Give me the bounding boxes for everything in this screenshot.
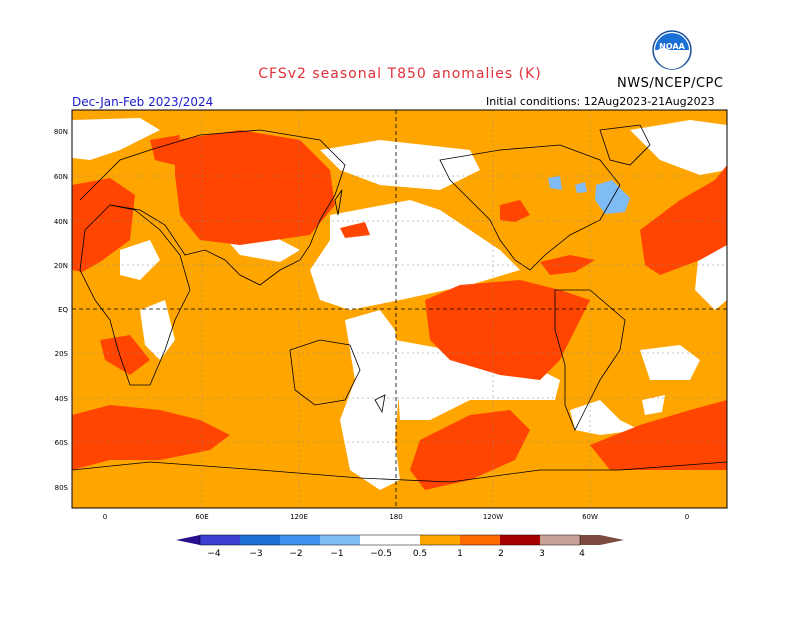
colorbar-tick-label: −1 — [330, 549, 343, 559]
lat-label: EQ — [58, 306, 68, 314]
agency-label: NWS/NCEP/CPC — [617, 76, 724, 91]
lon-label: 120W — [483, 513, 503, 521]
warm-anomaly-regions — [72, 130, 727, 490]
lon-label: 180 — [389, 513, 402, 521]
colorbar-swatch — [240, 535, 280, 545]
lon-label: 60W — [582, 513, 598, 521]
colorbar-low-arrow — [176, 535, 200, 545]
lon-label: 0 — [685, 513, 689, 521]
graticule — [72, 110, 727, 508]
logo-text: NOAA — [659, 42, 685, 51]
lat-label: 80N — [54, 128, 68, 136]
season-label: Dec-Jan-Feb 2023/2024 — [72, 95, 214, 109]
lat-label: 60N — [54, 173, 68, 181]
colorbar-swatch — [200, 535, 240, 545]
colorbar-swatch — [540, 535, 580, 545]
lat-label: 80S — [55, 484, 69, 492]
lat-label: 60S — [55, 439, 69, 447]
colorbar-tick-label: 4 — [579, 549, 585, 559]
colorbar-tick-label: 0.5 — [413, 549, 427, 559]
colorbar: −4 −3 −2 −1 −0.5 0.5 1 2 3 4 — [176, 534, 624, 559]
noaa-logo: NOAA — [652, 30, 692, 70]
latitude-labels: 80N 60N 40N 20N EQ 20S 40S 60S 80S — [54, 128, 69, 492]
colorbar-swatch — [500, 535, 540, 545]
colorbar-swatch — [360, 535, 420, 545]
chart-title: CFSv2 seasonal T850 anomalies (K) — [258, 66, 542, 82]
cool-anomaly-regions — [548, 176, 630, 214]
lat-label: 40S — [55, 395, 69, 403]
longitude-labels: 0 60E 120E 180 120W 60W 0 — [103, 513, 689, 521]
coastlines — [72, 124, 727, 483]
lon-label: 60E — [195, 513, 208, 521]
colorbar-tick-label: 2 — [498, 549, 504, 559]
colorbar-high-arrow — [580, 535, 624, 545]
colorbar-swatch — [280, 535, 320, 545]
colorbar-swatch — [460, 535, 500, 545]
colorbar-tick-label: −2 — [289, 549, 302, 559]
near-normal-regions — [72, 118, 727, 490]
lat-label: 20S — [55, 350, 69, 358]
lon-label: 0 — [103, 513, 107, 521]
colorbar-tick-label: −0.5 — [370, 549, 392, 559]
colorbar-tick-label: −3 — [249, 549, 262, 559]
lat-label: 20N — [54, 262, 68, 270]
initial-conditions-label: Initial conditions: 12Aug2023-21Aug2023 — [486, 95, 715, 108]
colorbar-tick-label: 3 — [539, 549, 545, 559]
lat-label: 40N — [54, 218, 68, 226]
lon-label: 120E — [290, 513, 308, 521]
colorbar-tick-label: −4 — [207, 549, 221, 559]
colorbar-swatch — [420, 535, 460, 545]
colorbar-swatch — [320, 535, 360, 545]
map-frame — [71, 109, 728, 509]
colorbar-tick-label: 1 — [457, 549, 463, 559]
